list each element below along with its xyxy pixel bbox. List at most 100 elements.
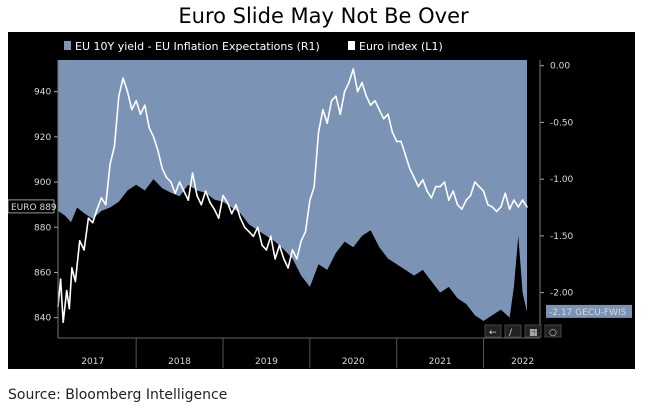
euro-index-point [374, 99, 376, 102]
euro-index-point [443, 181, 446, 183]
euro-index-point [178, 181, 181, 183]
euro-index-point [491, 206, 494, 208]
euro-index-point [91, 221, 94, 224]
pan-icon[interactable]: ← [489, 328, 497, 338]
euro-index-point [148, 127, 150, 129]
euro-index-point [174, 192, 176, 195]
euro-index-point [361, 81, 363, 84]
euro-index-point [452, 190, 455, 192]
draw-icon-box[interactable] [504, 324, 522, 338]
euro-index-point [487, 203, 489, 206]
euro-index-point [348, 81, 350, 84]
euro-index-point [456, 203, 459, 206]
euro-index-point [87, 217, 90, 219]
euro-index-point [400, 140, 402, 143]
search-icon-box[interactable] [544, 324, 562, 338]
euro-index-point [404, 154, 407, 156]
euro-index-point [422, 179, 424, 181]
euro-index-point [113, 145, 116, 147]
euro-index-point [105, 203, 107, 206]
euro-index-point [126, 90, 129, 93]
euro-index-point [217, 217, 220, 219]
euro-index-point [243, 226, 246, 229]
draw-icon[interactable]: ∕ [509, 328, 513, 338]
euro-index-point [461, 208, 463, 210]
euro-index-point [504, 192, 507, 195]
euro-index-point [430, 197, 433, 199]
euro-index-point [352, 68, 355, 70]
euro-index-point [309, 199, 311, 201]
euro-index-point [426, 190, 428, 192]
euro-index-point [322, 108, 324, 111]
euro-index-point [78, 240, 81, 242]
euro-index-point [408, 167, 411, 170]
euro-index-point [287, 267, 289, 269]
euro-index-point [157, 149, 159, 152]
euro-index-point [248, 231, 250, 233]
source-note: Source: Bloomberg Intelligence [8, 387, 228, 403]
left-tick-label: 920 [34, 133, 51, 143]
legend-label-line: Euro index (L1) [359, 40, 443, 53]
zoom-grid-icon[interactable]: ▦ [529, 328, 538, 338]
legend-swatch-area [64, 41, 71, 50]
right-tick-label: -2.00 [550, 289, 574, 299]
euro-index-point [170, 181, 172, 183]
euro-index-point [300, 240, 303, 242]
euro-index-point [261, 244, 263, 247]
euro-index-point [474, 181, 476, 183]
euro-index-point [517, 206, 520, 208]
euro-index-point [278, 244, 281, 247]
euro-index-point [131, 108, 133, 111]
left-tick-label: 840 [34, 314, 51, 324]
series-area-yield-spread [58, 60, 527, 321]
left-tick-label: 900 [34, 178, 51, 188]
search-icon[interactable]: ○ [549, 328, 557, 338]
euro-index-point [378, 108, 381, 111]
euro-index-point [71, 267, 73, 269]
left-value-tag: EURO 889 [11, 203, 57, 213]
euro-index-point [200, 203, 203, 206]
euro-index-point [209, 201, 211, 204]
x-tick-label: 2022 [511, 357, 534, 367]
zoom-grid-icon-box[interactable] [524, 324, 542, 338]
euro-index-point [74, 280, 77, 283]
euro-index-point [270, 235, 272, 238]
euro-index-point [465, 199, 468, 201]
euro-index-point [118, 95, 120, 97]
euro-index-point [495, 210, 498, 213]
euro-index-point [330, 99, 333, 102]
euro-index-point [65, 289, 68, 292]
euro-index-point [68, 307, 71, 310]
euro-index-point [526, 206, 528, 208]
euro-index-point [139, 113, 142, 115]
euro-index-point [109, 163, 111, 165]
euro-index-point [339, 113, 342, 115]
euro-index-point [448, 199, 450, 201]
pan-icon-box[interactable] [484, 324, 502, 338]
chart-panel: 840 860 880 900 920 940 0.00 -0.50 -1.00 -1.50 -2… [8, 32, 635, 369]
euro-index-point [500, 206, 502, 208]
euro-index-point [435, 185, 437, 188]
euro-index-point [274, 258, 276, 260]
legend-label-area: EU 10Y yield - EU Inflation Expectations… [75, 40, 320, 53]
legend-swatch-line [348, 41, 355, 50]
euro-index-point [387, 113, 389, 115]
euro-index-point [265, 249, 268, 251]
euro-index-point [335, 95, 337, 97]
x-tick-label: 2020 [342, 357, 365, 367]
x-tick-label: 2018 [168, 357, 191, 367]
x-tick-label: 2021 [429, 357, 452, 367]
euro-index-point [482, 190, 485, 192]
euro-index-point [122, 77, 124, 79]
euro-index-point [304, 231, 307, 233]
euro-index-point [395, 140, 398, 143]
euro-index-point [135, 99, 137, 102]
euro-index-point [356, 90, 359, 93]
left-tick-label: 860 [34, 268, 51, 278]
euro-index-point [469, 194, 472, 197]
euro-index-point [204, 190, 207, 192]
euro-index-point [256, 226, 259, 229]
right-value-tag-box [546, 304, 632, 318]
euro-index-point [83, 249, 85, 251]
euro-index-point [226, 201, 229, 204]
